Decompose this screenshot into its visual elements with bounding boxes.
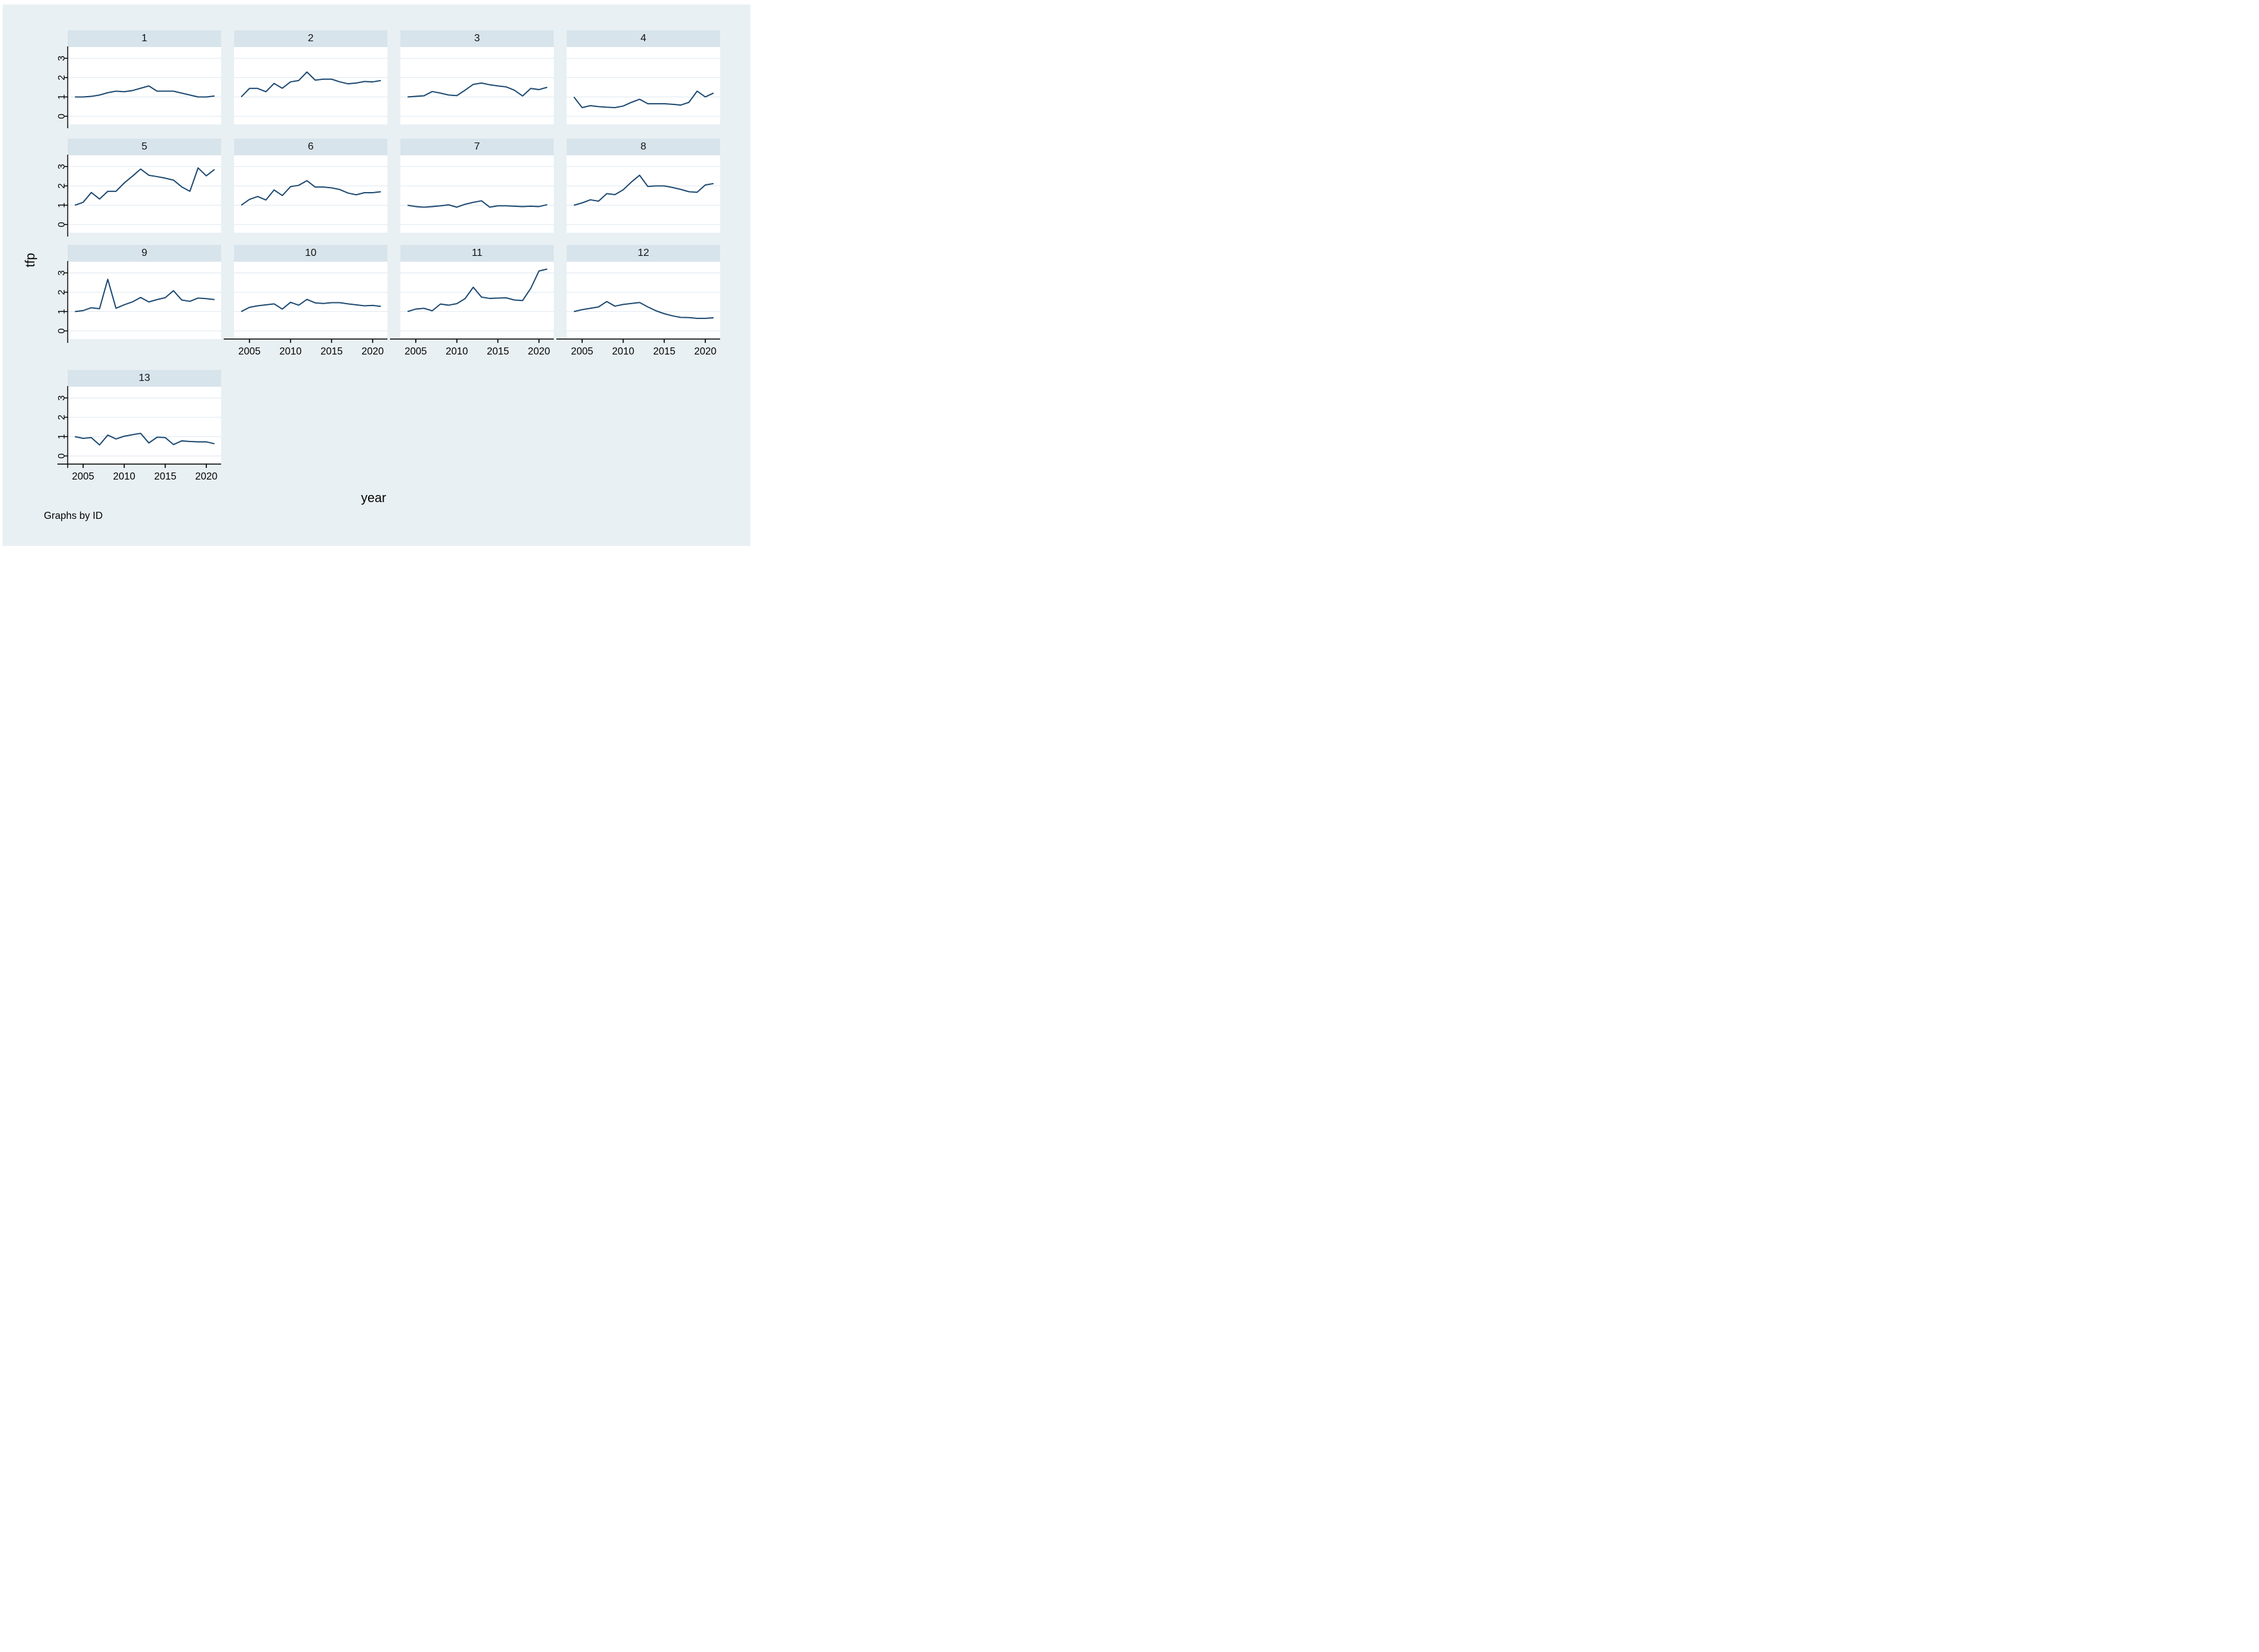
y-tick-label: 1 [57, 434, 67, 439]
y-tick-label: 2 [57, 183, 67, 188]
y-tick-label: 1 [57, 309, 67, 314]
y-tick-label: 3 [57, 55, 67, 61]
y-tick-label: 1 [57, 94, 67, 99]
x-tick-label: 2020 [362, 346, 384, 357]
panel-plot-13: 0 1 2 3 2005 2010 2015 2020 [57, 386, 221, 482]
panel-header-8: 8 [567, 139, 720, 155]
x-tick-label: 2015 [320, 346, 342, 357]
panel-header-1: 1 [68, 30, 221, 47]
y-tick-label: 2 [57, 414, 67, 420]
panel-plot-4 [567, 47, 720, 124]
x-tick-label: 2020 [694, 346, 717, 357]
y-tick-label: 3 [57, 270, 67, 275]
x-tick-label: 2010 [113, 471, 135, 482]
x-tick-label: 2005 [72, 471, 94, 482]
panel-plot-10: 2005 2010 2015 2020 [224, 262, 387, 357]
x-tick-label: 2015 [487, 346, 509, 357]
panel-header-9: 9 [68, 245, 221, 262]
y-tick-label: 0 [57, 328, 67, 333]
panel-header-2: 2 [234, 30, 387, 47]
x-tick-label: 2015 [653, 346, 675, 357]
panel-header-5: 5 [68, 139, 221, 155]
panel-plot-12: 2005 2010 2015 2020 [556, 262, 720, 357]
y-tick-label: 2 [57, 289, 67, 295]
figure-canvas: 1012323450123678901231020052010201520201… [0, 0, 753, 550]
x-tick-label: 2005 [239, 346, 260, 357]
panel-plot-7 [400, 155, 554, 233]
panel-plot-1: 0 1 2 3 [57, 46, 221, 128]
y-tick-label: 2 [57, 75, 67, 80]
panel-header-11: 11 [400, 245, 554, 262]
panel-header-4: 4 [567, 30, 720, 47]
x-tick-label: 2005 [571, 346, 593, 357]
graphs-by-caption: Graphs by ID [44, 510, 103, 521]
panel-plot-8 [567, 155, 720, 233]
x-tick-label: 2010 [612, 346, 634, 357]
y-tick-label: 1 [57, 202, 67, 208]
y-tick-label: 0 [57, 453, 67, 458]
panel-plot-9: 0 1 2 3 [57, 261, 221, 343]
panel-header-7: 7 [400, 139, 554, 155]
y-tick-label: 3 [57, 395, 67, 400]
panel-header-12: 12 [567, 245, 720, 262]
panel-header-3: 3 [400, 30, 554, 47]
y-tick-label: 3 [57, 164, 67, 169]
x-axis-title: year [361, 491, 386, 505]
x-tick-label: 2005 [405, 346, 427, 357]
panel-plot-5: 0 1 2 3 [57, 155, 221, 237]
panel-header-6: 6 [234, 139, 387, 155]
y-axis-title: tfp [23, 253, 38, 267]
panel-plot-3 [400, 47, 554, 124]
panel-plot-11: 2005 2010 2015 2020 [390, 262, 554, 357]
y-tick-label: 0 [57, 113, 67, 119]
x-tick-label: 2015 [154, 471, 176, 482]
x-tick-label: 2010 [279, 346, 302, 357]
x-tick-label: 2010 [445, 346, 468, 357]
panel-header-13: 13 [68, 370, 221, 387]
panel-header-10: 10 [234, 245, 387, 262]
x-tick-label: 2020 [528, 346, 551, 357]
panel-plot-2 [234, 47, 387, 124]
panel-plot-6 [234, 155, 387, 233]
x-tick-label: 2020 [195, 471, 218, 482]
y-tick-label: 0 [57, 222, 67, 227]
